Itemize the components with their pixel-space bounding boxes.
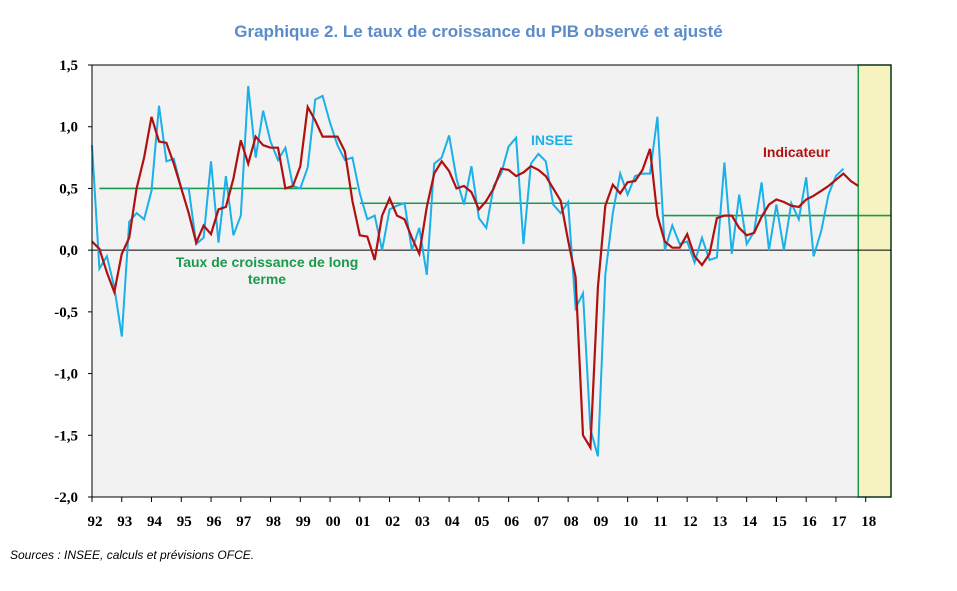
insee-label: INSEE	[531, 132, 573, 148]
plot-area	[91, 64, 892, 498]
x-tick-label: 17	[831, 514, 847, 530]
x-tick-label: 13	[712, 514, 727, 530]
x-tick-label: 14	[742, 514, 758, 530]
x-tick-label: 12	[683, 514, 698, 530]
x-tick-label: 16	[802, 514, 818, 530]
y-tick-labels: 1,5 1,0 0,5 0,0 -0,5 -1,0 -1,5 -2,0	[54, 58, 78, 506]
x-tick-label: 01	[355, 514, 370, 530]
indicateur-series-line	[91, 103, 859, 452]
y-tick-label: 1,0	[59, 120, 78, 136]
x-tick-label: 95	[177, 514, 192, 530]
insee-series-line	[91, 85, 845, 457]
y-tick-label: -1,5	[54, 428, 78, 444]
source-note: Sources : INSEE, calculs et prévisions O…	[10, 548, 255, 562]
long-term-label-line2: terme	[248, 271, 286, 287]
x-tick-label: 94	[147, 514, 163, 530]
y-tick-label: -0,5	[54, 305, 78, 321]
x-tick-label: 15	[772, 514, 787, 530]
forecast-band	[857, 64, 892, 498]
x-tick-label: 98	[266, 514, 281, 530]
long-term-label-line1: Taux de croissance de long	[176, 254, 359, 270]
x-tick-label: 11	[653, 514, 667, 530]
x-tick-label: 97	[236, 514, 252, 530]
y-tick-label: 1,5	[59, 58, 78, 74]
x-tick-label: 18	[861, 514, 876, 530]
x-tick-label: 03	[415, 514, 430, 530]
y-tick-label: -1,0	[54, 367, 78, 383]
chart-title: Graphique 2. Le taux de croissance du PI…	[234, 22, 723, 41]
x-tick-label: 02	[385, 514, 400, 530]
y-tick-label: 0,5	[59, 181, 78, 197]
y-tick-label: 0,0	[59, 243, 78, 259]
x-tick-label: 96	[207, 514, 223, 530]
x-tick-label: 05	[474, 514, 489, 530]
x-tick-label: 09	[593, 514, 608, 530]
x-tick-label: 04	[445, 514, 461, 530]
x-tick-label: 99	[296, 514, 311, 530]
x-tick-label: 06	[504, 514, 520, 530]
plot-border	[91, 64, 892, 498]
x-tick-label: 92	[88, 514, 103, 530]
x-tick-labels: 92 93 94 95 96 97 98 99 00 01 02 03 04 05 06 07 08 09 10 11…	[88, 497, 876, 530]
x-tick-label: 08	[564, 514, 579, 530]
y-tick-label: -2,0	[54, 490, 78, 506]
x-tick-label: 00	[326, 514, 341, 530]
y-gridlines	[88, 64, 92, 498]
x-tick-label: 10	[623, 514, 638, 530]
indicateur-label: Indicateur	[763, 144, 830, 160]
x-tick-label: 93	[117, 514, 132, 530]
x-tick-label: 07	[534, 514, 550, 530]
